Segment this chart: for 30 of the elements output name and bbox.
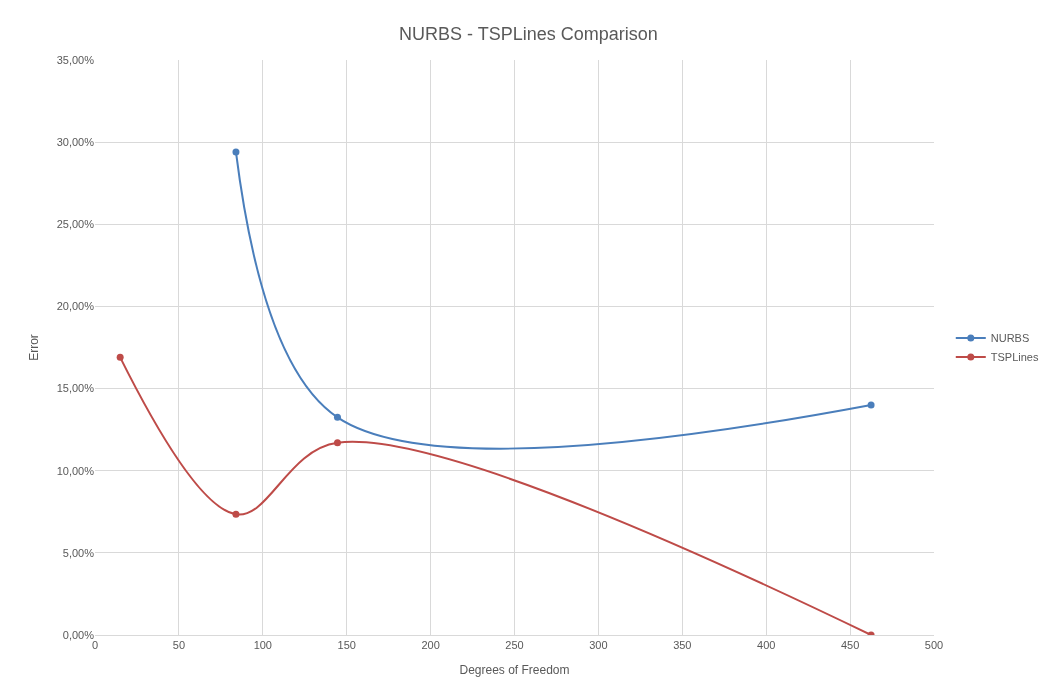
y-tick-label: 35,00%	[56, 53, 95, 66]
x-axis-title: Degrees of Freedom	[459, 663, 570, 678]
y-tick-label: 5,00%	[62, 546, 95, 559]
x-tick-label: 450	[840, 639, 860, 652]
y-tick-label: 15,00%	[56, 382, 95, 395]
x-tick-label: 500	[924, 639, 944, 652]
point	[867, 401, 875, 409]
y-tick-label: 0,00%	[62, 628, 95, 641]
x-tick-label: 300	[589, 639, 608, 652]
legend-label: NURBS	[990, 332, 1030, 345]
y-tick-label: 25,00%	[56, 218, 95, 231]
x-tick-label: 0	[91, 639, 99, 652]
x-tick-label: 400	[757, 639, 776, 652]
chart-title: NURBS - TSPLines Comparison	[399, 24, 658, 45]
point	[116, 353, 124, 361]
x-tick-label: 350	[673, 639, 692, 652]
y-axis-title: Error	[26, 334, 41, 361]
y-tick-label: 20,00%	[56, 300, 95, 313]
x-tick-label: 50	[172, 639, 186, 652]
point	[333, 439, 341, 447]
legend-label: TSPLines	[990, 351, 1039, 364]
x-tick-label: 100	[253, 639, 272, 652]
point	[333, 413, 341, 421]
point	[232, 148, 240, 156]
y-tick-label: 10,00%	[56, 464, 95, 477]
x-tick-label: 150	[337, 639, 356, 652]
x-tick-label: 200	[421, 639, 440, 652]
point	[232, 510, 240, 518]
y-tick-label: 30,00%	[56, 135, 95, 148]
x-tick-label: 250	[505, 639, 524, 652]
